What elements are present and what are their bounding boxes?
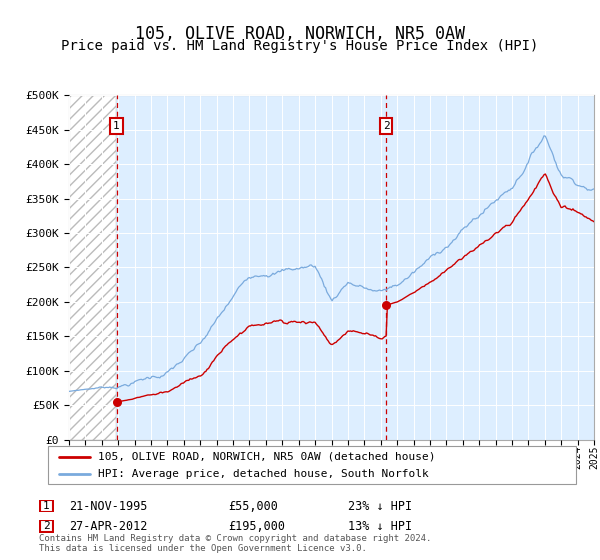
Text: Price paid vs. HM Land Registry's House Price Index (HPI): Price paid vs. HM Land Registry's House … xyxy=(61,39,539,53)
Text: £55,000: £55,000 xyxy=(228,500,278,513)
Text: 1: 1 xyxy=(43,501,50,511)
Text: 105, OLIVE ROAD, NORWICH, NR5 0AW: 105, OLIVE ROAD, NORWICH, NR5 0AW xyxy=(135,25,465,43)
Text: HPI: Average price, detached house, South Norfolk: HPI: Average price, detached house, Sout… xyxy=(98,469,429,479)
Text: £195,000: £195,000 xyxy=(228,520,285,533)
FancyBboxPatch shape xyxy=(40,520,53,532)
Point xyxy=(382,301,391,310)
Text: Contains HM Land Registry data © Crown copyright and database right 2024.
This d: Contains HM Land Registry data © Crown c… xyxy=(39,534,431,553)
Text: 21-NOV-1995: 21-NOV-1995 xyxy=(69,500,148,513)
Text: 23% ↓ HPI: 23% ↓ HPI xyxy=(348,500,412,513)
Text: 2: 2 xyxy=(43,521,50,531)
Text: 27-APR-2012: 27-APR-2012 xyxy=(69,520,148,533)
Point xyxy=(112,397,121,406)
Text: 2: 2 xyxy=(383,121,389,131)
FancyBboxPatch shape xyxy=(48,446,576,484)
FancyBboxPatch shape xyxy=(40,500,53,512)
Text: 1: 1 xyxy=(113,121,120,131)
Text: 105, OLIVE ROAD, NORWICH, NR5 0AW (detached house): 105, OLIVE ROAD, NORWICH, NR5 0AW (detac… xyxy=(98,451,436,461)
Text: 13% ↓ HPI: 13% ↓ HPI xyxy=(348,520,412,533)
